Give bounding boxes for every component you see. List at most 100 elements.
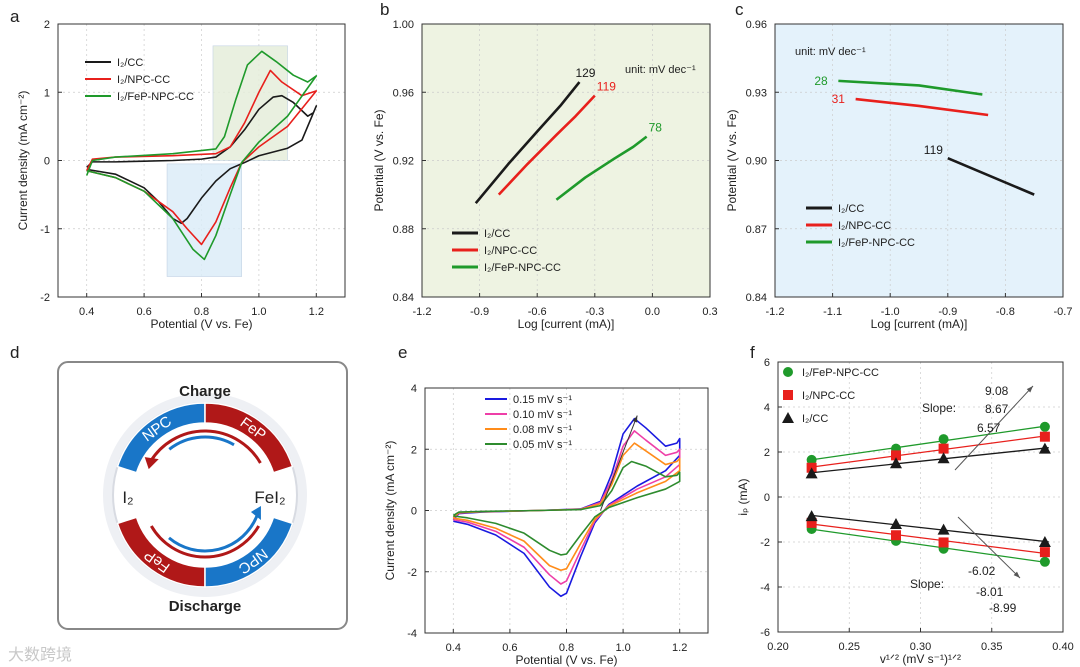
anodic-slope-value: 9.08: [985, 384, 1009, 398]
trend-arrow: [599, 415, 638, 511]
y-tick-label: 0: [764, 492, 770, 504]
chart-b: -1.2 -0.9 -0.6 -0.3 0.0 0.3 0.84 0.88 0.92 0.96 1.…: [372, 19, 718, 331]
legend-label: I₂/CC: [117, 57, 143, 69]
anodic-slope-value: 8.67: [985, 402, 1009, 416]
plot-frame: [774, 23, 1064, 298]
y-tick-label: 0.88: [393, 224, 414, 236]
x-tick-label: 1.0: [251, 306, 266, 318]
series-line-0: [947, 157, 1035, 196]
data-point-anodic: [937, 452, 950, 464]
x-tick-label: 0.0: [645, 306, 660, 318]
legend-marker-2: [782, 412, 794, 423]
x-tick-label: 1.2: [309, 306, 324, 318]
fit-line-cathodic: [809, 523, 1049, 555]
y-tick-label: 6: [764, 357, 770, 369]
fit-line-anodic: [809, 447, 1049, 474]
legend-label: 0.10 mV s⁻¹: [513, 409, 572, 421]
series-line-0: [474, 81, 581, 204]
x-tick-label: 0.8: [194, 306, 209, 318]
y-tick-label: -2: [407, 567, 417, 579]
x-tick-label: 0.4: [79, 306, 94, 318]
fit-line-anodic: [809, 434, 1049, 469]
x-axis-label: Log [current (mA)]: [518, 317, 615, 331]
npc-segment-bottom: [204, 516, 294, 588]
series-line-3: [452, 460, 681, 556]
series-line-2: [555, 135, 648, 201]
x-tick-label: 0.3: [702, 306, 717, 318]
series-line-1: [497, 94, 596, 196]
series-line-1: [85, 69, 318, 246]
y-tick-label: 0: [44, 156, 50, 168]
y-tick-label: 0.96: [746, 19, 767, 31]
y-tick-label: 1: [44, 87, 50, 99]
anodic-slope-value: 6.57: [977, 421, 1001, 435]
fit-line-cathodic: [809, 514, 1049, 543]
slope-value: 28: [814, 74, 828, 88]
discharge-arrow-red: [150, 525, 260, 559]
panel-letter-d: d: [10, 343, 19, 362]
y-axis-label: Potential (V vs. Fe): [372, 109, 386, 211]
x-tick-label: -1.2: [766, 306, 785, 318]
watermark: 大数跨境: [8, 645, 72, 664]
y-tick-label: 4: [764, 402, 770, 414]
x-tick-label: 1.0: [615, 642, 630, 654]
data-point-anodic: [1039, 431, 1050, 442]
y-tick-label: 0.87: [746, 224, 767, 236]
data-point-cathodic: [1038, 536, 1051, 547]
x-tick-label: -0.9: [938, 306, 957, 318]
legend-label: I₂/NPC-CC: [838, 220, 891, 232]
data-point-cathodic: [938, 537, 949, 548]
series-line-2: [452, 442, 681, 572]
panel-letter-a: a: [10, 7, 20, 26]
data-point-anodic: [1038, 442, 1051, 454]
legend-label: I₂/NPC-CC: [802, 390, 855, 402]
x-axis-label: v¹ᐟ² (mV s⁻¹)¹ᐟ²: [880, 652, 961, 666]
x-tick-label: -1.2: [413, 306, 432, 318]
data-point-cathodic: [1039, 547, 1050, 558]
data-point-anodic: [806, 454, 817, 465]
x-tick-label: 1.2: [672, 642, 687, 654]
y-tick-label: 1.00: [393, 19, 414, 31]
legend-label: I₂/FeP-NPC-CC: [838, 237, 915, 249]
x-tick-label: -0.7: [1054, 306, 1073, 318]
cathodic-slope-value: -8.99: [989, 601, 1017, 615]
y-axis-label: Current density (mA cm⁻²): [16, 91, 30, 231]
y-axis-label: iₚ (mA): [736, 478, 750, 515]
y-tick-label: 0.90: [746, 156, 767, 168]
data-point-anodic: [805, 467, 818, 479]
discharge-label: Discharge: [169, 598, 242, 615]
data-point-cathodic: [806, 517, 817, 528]
data-point-anodic: [938, 434, 949, 445]
unit-note: unit: mV dec⁻¹: [625, 64, 696, 76]
charge-arrow-head: [144, 457, 159, 470]
y-tick-label: 0.84: [393, 292, 414, 304]
cathodic-trend-arrow: [957, 516, 1021, 579]
x-tick-label: 0.35: [981, 641, 1002, 653]
unit-note: unit: mV dec⁻¹: [795, 46, 866, 58]
y-tick-label: 2: [764, 447, 770, 459]
x-tick-label: 0.30: [910, 641, 931, 653]
panel-letter-f: f: [750, 343, 755, 362]
species-fei2: FeI₂: [254, 488, 285, 507]
panel-letter-b: b: [380, 0, 389, 19]
charge-label: Charge: [179, 383, 231, 400]
plot-frame: [421, 23, 711, 298]
plot-frame: [424, 387, 709, 634]
slope-value: 129: [575, 66, 595, 80]
discharge-arrow-blue: [168, 515, 259, 553]
data-point-cathodic: [937, 523, 950, 535]
plot-frame: [57, 23, 346, 298]
x-tick-label: -0.8: [996, 306, 1015, 318]
legend-label: I₂/NPC-CC: [484, 245, 537, 257]
legend-label: I₂/FeP-NPC-CC: [484, 262, 561, 274]
slope-value: 119: [924, 143, 943, 157]
charge-arrow-red: [149, 429, 262, 464]
legend-marker-0: [783, 367, 793, 377]
plot-frame: [777, 361, 1064, 633]
y-tick-label: -4: [407, 628, 417, 640]
series-line-0: [86, 94, 318, 225]
series-line-2: [85, 50, 318, 261]
y-axis-label: Potential (V vs. Fe): [725, 109, 739, 211]
